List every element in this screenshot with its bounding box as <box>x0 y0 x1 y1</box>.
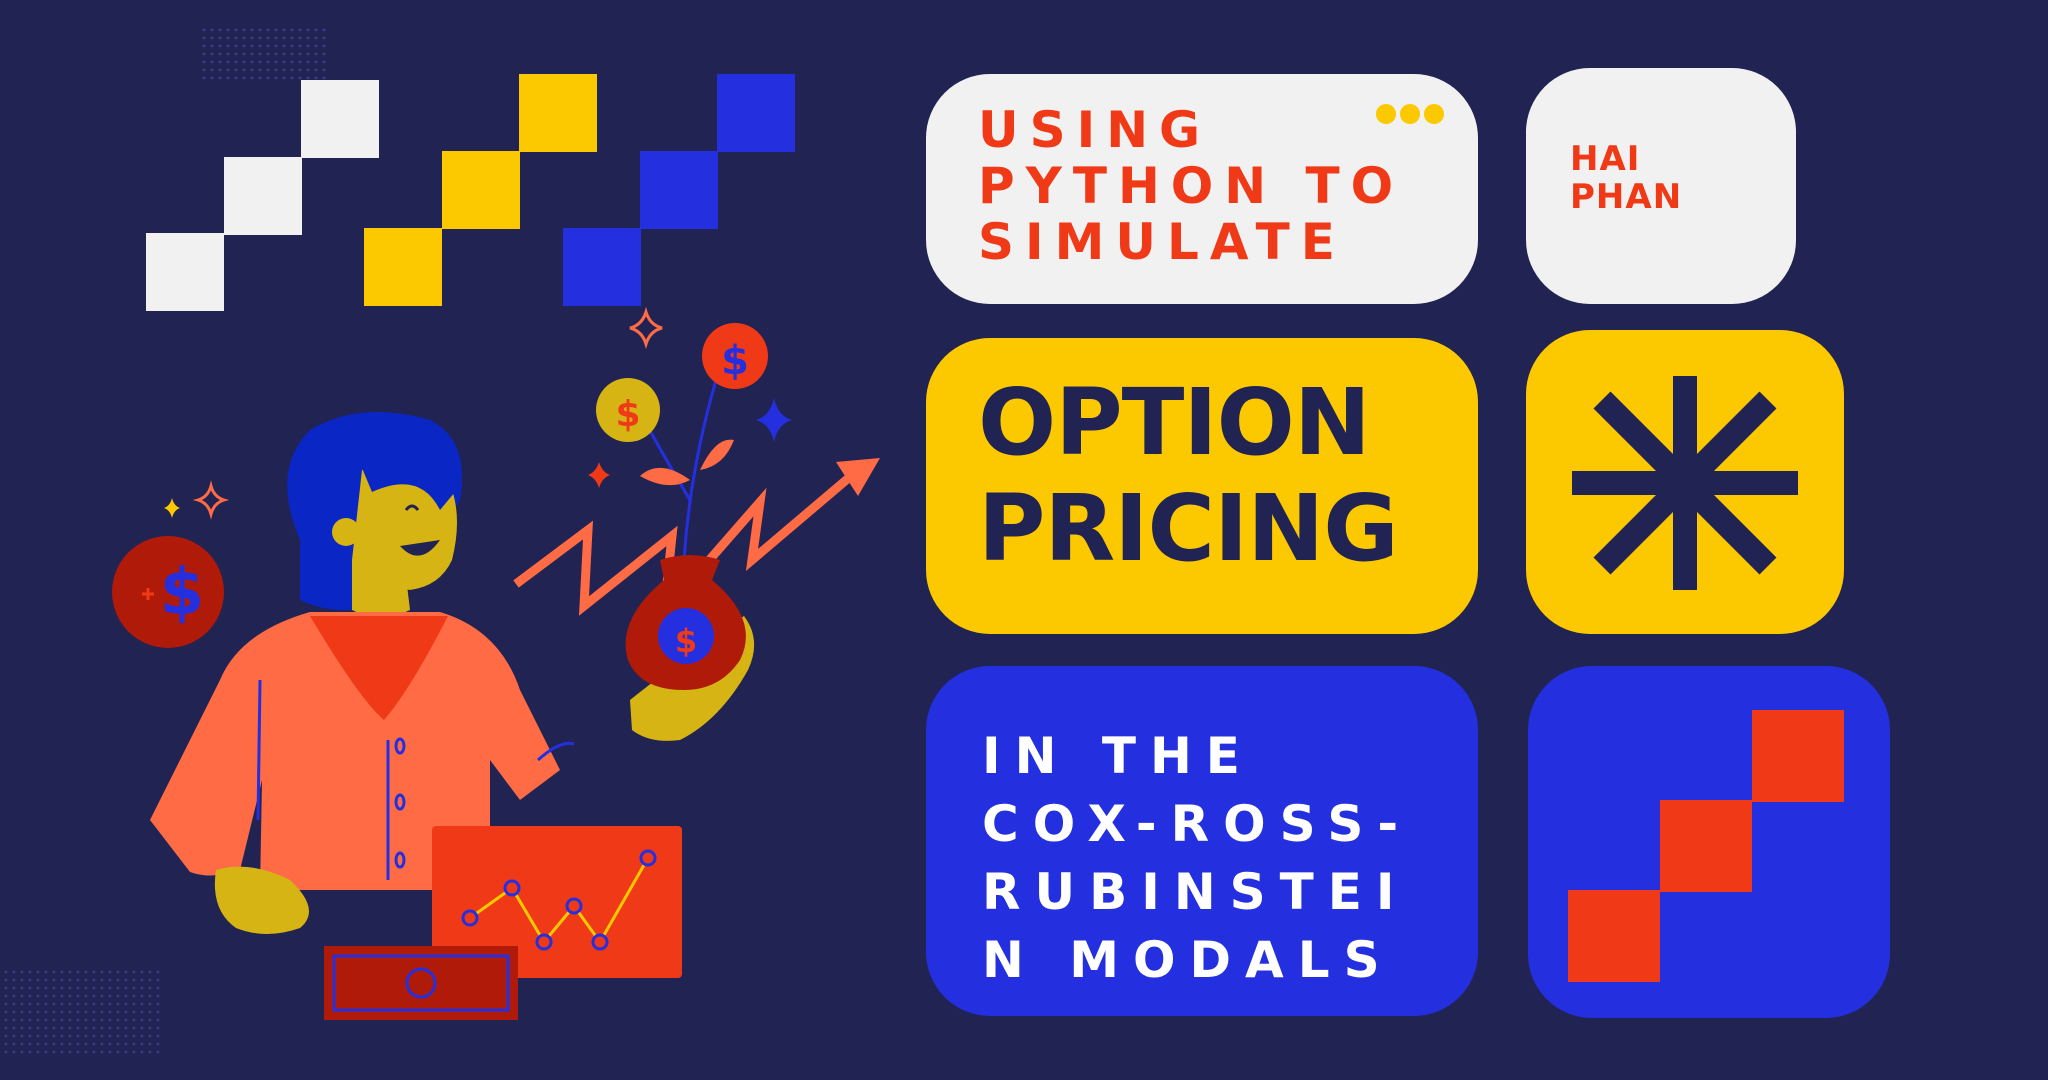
main-title: OPTION PRICING <box>978 369 1399 582</box>
author-name: HAI PHAN <box>1570 139 1683 217</box>
banknote-icon <box>324 946 518 1020</box>
author-card: HAI PHAN <box>1526 68 1796 304</box>
blue-checker-steps <box>563 74 795 306</box>
subtitle-card: USING PYTHON TO SIMULATE <box>926 74 1478 304</box>
dot-grid-top <box>202 28 326 80</box>
bag-coin-symbol: $ <box>675 622 697 660</box>
white-checker-steps <box>146 80 379 311</box>
yellow-checker-steps <box>364 74 597 306</box>
sparkle-filled-icon <box>756 398 792 442</box>
model-card: IN THE COX-ROSS- RUBINSTEI N MODALS <box>926 666 1478 1016</box>
coin-red-icon: $ <box>702 323 768 389</box>
asterisk-icon <box>1572 376 1798 590</box>
coin-red-symbol: $ <box>721 338 749 384</box>
coin-left-symbol: $ <box>160 556 205 630</box>
chart-board-icon <box>432 826 682 978</box>
title-card: OPTION PRICING <box>926 338 1478 634</box>
coin-mustard-icon: $ <box>596 378 660 442</box>
steps-card <box>1528 666 1890 1018</box>
coin-left-icon: $ <box>112 536 224 648</box>
sparkle-yellow-icon <box>164 498 180 518</box>
three-dots-icon <box>1376 104 1446 124</box>
stair-steps-icon <box>1568 710 1844 982</box>
model-text: IN THE COX-ROSS- RUBINSTEI N MODALS <box>982 727 1413 989</box>
arrow-head-icon <box>836 458 880 496</box>
person-illustration: $ <box>150 412 755 934</box>
dot-grid-bottom <box>4 970 160 1054</box>
plant-leaves-icon <box>640 439 734 486</box>
subtitle-text: USING PYTHON TO SIMULATE <box>978 101 1405 271</box>
sparkle-red-icon <box>588 462 610 488</box>
coin-mustard-symbol: $ <box>615 394 640 435</box>
sparkle-icon <box>192 306 663 520</box>
asterisk-card <box>1526 330 1844 634</box>
